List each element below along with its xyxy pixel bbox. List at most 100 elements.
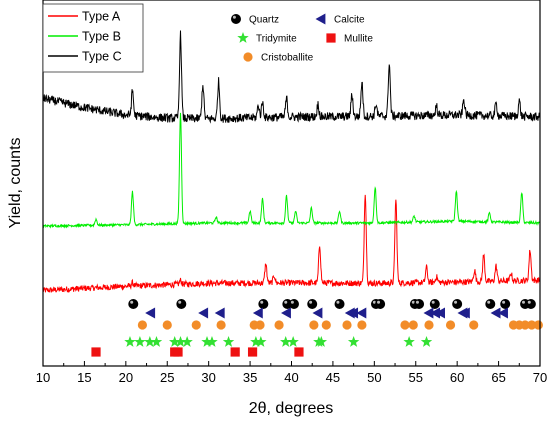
y-axis-title: Yield, counts [7,137,24,228]
tridymite-marker [144,336,156,347]
x-tick-label: 30 [201,370,215,385]
legend-label-type-b: Type B [82,30,121,44]
tridymite-marker [280,336,292,347]
quartz-marker [288,299,299,309]
tridymite-marker [250,336,262,347]
x-tick-label: 15 [77,370,91,385]
tridymite-marker [206,336,218,347]
cristoballite-marker [216,320,226,330]
quartz-marker [485,299,496,309]
quartz-marker [128,299,139,309]
cristoballite-marker [309,320,319,330]
phase-legend: Quartz Calcite Cristoballite Tridymite Mulli… [231,13,373,64]
phase-legend-quartz-label: Quartz [249,15,279,26]
tridymite-marker [420,336,433,347]
mullite-marker [247,347,258,357]
mullite-marker [230,347,240,357]
cristoballite-marker [445,320,456,330]
calcite-marker [490,307,501,319]
trace-type-b [42,112,541,229]
calcite-marker [435,307,445,319]
phase-marker-rows [91,299,543,357]
phase-legend-cristoballite-marker [243,52,253,62]
quartz-marker [414,299,425,309]
tridymite-marker [201,336,213,347]
tridymite-marker [287,336,299,347]
phase-legend-tridymite-label: Tridymite [256,34,297,45]
calcite-marker [252,307,263,319]
mullite-marker [294,347,304,357]
quartz-marker [176,299,187,309]
cristoballite-marker [527,320,537,330]
phase-legend-calcite-marker [315,13,326,25]
quartz-marker [375,299,386,309]
calcite-marker [498,307,508,319]
phase-legend-mullite-marker [326,33,336,43]
x-tick-label: 25 [160,370,174,385]
calcite-marker [356,307,367,319]
x-tick-label: 60 [450,370,464,385]
legend-label-type-c: Type C [82,50,122,64]
x-tick-label: 55 [409,370,423,385]
calcite-marker [423,307,434,319]
series-legend: Type A Type B Type C [42,3,144,73]
quartz-marker [258,299,269,309]
tridymite-marker [403,336,415,347]
calcite-marker [459,307,470,319]
phase-legend-calcite-label: Calcite [334,15,365,26]
tridymite-marker [169,336,181,347]
x-tick-label: 10 [36,370,50,385]
tridymite-marker [222,336,235,347]
cristoballite-marker [255,320,265,330]
x-tick-label: 20 [119,370,133,385]
calcite-marker [214,307,225,319]
x-tick-label: 40 [284,370,298,385]
x-tick-label: 35 [243,370,257,385]
tridymite-marker [134,336,146,347]
tridymite-marker [347,336,360,347]
cristoballite-marker [357,320,367,330]
quartz-marker [525,299,536,309]
quartz-marker [452,299,463,309]
calcite-marker [281,307,291,319]
cristoballite-marker [191,320,201,330]
x-axis-ticks: 10 15 20 25 30 35 40 45 50 55 60 65 70 [36,361,547,385]
tridymite-marker [150,336,163,347]
cristoballite-marker [408,320,418,330]
cristoballite-marker [424,320,434,330]
tridymite-marker [124,336,136,347]
cristoballite-marker [162,320,172,330]
diffraction-traces [42,30,541,293]
x-tick-label: 50 [367,370,381,385]
mullite-marker [173,347,183,357]
tridymite-marker [181,336,193,347]
cristoballite-marker [274,320,284,330]
mullite-marker [91,347,101,357]
x-axis-title: 2θ, degrees [249,400,334,417]
trace-type-c [42,30,541,124]
x-tick-label: 45 [326,370,340,385]
calcite-marker [430,307,441,319]
tridymite-marker [174,336,187,347]
calcite-marker [348,307,359,319]
x-tick-label: 65 [491,370,505,385]
cristoballite-marker [137,320,147,330]
quartz-marker [500,299,511,309]
tridymite-marker [315,336,328,347]
cristoballite-marker [469,320,479,330]
quartz-marker [429,299,440,309]
calcite-marker [145,307,156,319]
x-tick-label: 70 [533,370,547,385]
calcite-marker [198,307,209,319]
phase-legend-mullite-label: Mullite [344,34,373,45]
cristoballite-marker [400,320,410,330]
phase-legend-quartz-marker [231,14,241,24]
legend-label-type-a: Type A [82,10,121,24]
quartz-marker [307,299,318,309]
trace-type-a [42,194,541,293]
cristoballite-marker [342,320,352,330]
tridymite-marker [255,336,267,347]
phase-legend-cristoballite-label: Cristoballite [261,53,314,64]
cristoballite-marker [321,320,331,330]
